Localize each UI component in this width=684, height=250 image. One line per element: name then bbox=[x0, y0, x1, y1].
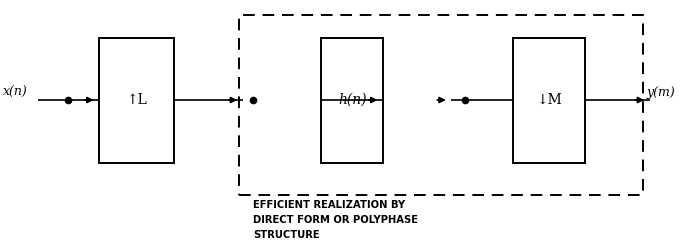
Text: y(m): y(m) bbox=[646, 86, 675, 99]
Text: h(n): h(n) bbox=[338, 93, 367, 107]
Text: EFFICIENT REALIZATION BY
DIRECT FORM OR POLYPHASE
STRUCTURE: EFFICIENT REALIZATION BY DIRECT FORM OR … bbox=[253, 200, 418, 239]
Bar bbox=[321, 38, 383, 162]
Text: x(n): x(n) bbox=[3, 86, 28, 99]
Bar bbox=[239, 15, 643, 195]
Bar bbox=[513, 38, 585, 162]
Text: ↓M: ↓M bbox=[536, 93, 562, 107]
Text: ↑L: ↑L bbox=[127, 93, 147, 107]
Bar bbox=[99, 38, 174, 162]
